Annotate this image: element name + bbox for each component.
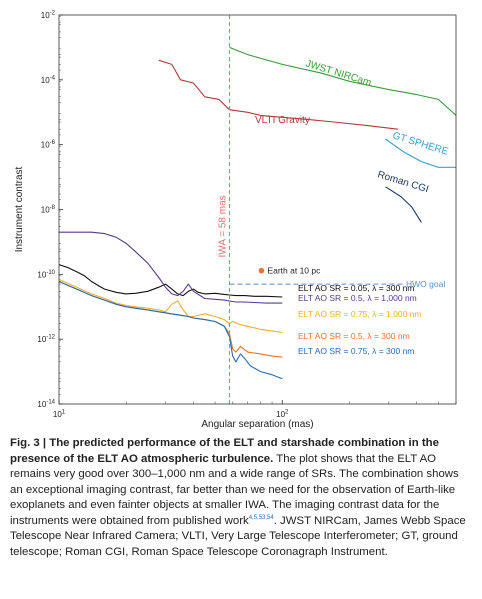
hwo-goal-label: HWO goal <box>406 279 445 289</box>
series-line-roman-cgi <box>385 186 422 223</box>
series-line-vlti-gravity <box>158 59 399 130</box>
label-roman-cgi: Roman CGI <box>376 169 430 195</box>
caption-abbreviations: . JWST NIRCam, James Webb Space Telescop… <box>10 514 466 558</box>
tick-label-10-4: 10-4 <box>41 75 56 85</box>
label-vlti-gravity: VLTI Gravity <box>255 115 310 126</box>
contrast-chart: 10-14 10-12 10-10 10-8 10-6 10-4 10-2 101 102 IW… <box>14 11 457 430</box>
legend-elt-ao-sr-0-5-300-nm: ELT AO SR = 0.5, λ = 300 nm <box>298 331 410 341</box>
tick-label-10-6: 10-6 <box>41 140 56 150</box>
series-line-elt-ao-sr-0-05-300-nm <box>58 264 283 298</box>
iwa-label: IWA = 58 mas <box>217 195 228 257</box>
series-line-jwst-nircam <box>229 46 457 116</box>
tick-label-10-8: 10-8 <box>41 205 56 215</box>
caption-references[interactable]: 4,5,53,54 <box>248 514 274 521</box>
tick-label-10-14: 10-14 <box>37 400 55 410</box>
plot-frame <box>58 14 457 405</box>
legend-elt-ao-sr-0-5-1-000-nm: ELT AO SR = 0.5, λ = 1,000 nm <box>298 293 417 303</box>
x-axis-label: Angular separation (mas) <box>201 419 313 430</box>
tick-label-10-2: 102 <box>276 410 289 420</box>
label-jwst-nircam: JWST NIRCam <box>304 58 372 88</box>
series-line-elt-ao-sr-0-75-1-000-nm <box>58 278 283 334</box>
earth-marker <box>258 267 265 274</box>
tick-label-10-10: 10-10 <box>37 270 55 280</box>
legend-elt-ao-sr-0-75-1-000-nm: ELT AO SR = 0.75, λ = 1,000 nm <box>298 309 421 319</box>
series-line-gt-sphere <box>385 138 456 168</box>
earth-label: Earth at 10 pc <box>267 266 321 276</box>
label-gt-sphere: GT SPHERE <box>391 130 450 157</box>
figure-caption: Fig. 3 | The predicted performance of th… <box>10 436 474 560</box>
series-line-elt-ao-sr-0-5-1-000-nm <box>59 231 283 304</box>
y-axis-label: Instrument contrast <box>14 166 25 252</box>
legend-elt-ao-sr-0-75-300-nm: ELT AO SR = 0.75, λ = 300 nm <box>298 346 414 356</box>
tick-label-10-12: 10-12 <box>37 335 55 345</box>
caption-body: The plot shows that the ELT AO remains v… <box>10 452 459 527</box>
series-line-elt-ao-sr-0-75-300-nm <box>58 280 283 380</box>
legend-elt-ao-sr-0-05-300-nm: ELT AO SR = 0.05, λ = 300 nm <box>298 283 414 293</box>
tick-label-10-2: 10-2 <box>41 11 56 21</box>
caption-title: Fig. 3 | The predicted performance of th… <box>10 437 439 465</box>
tick-label-10-1: 101 <box>53 410 66 420</box>
